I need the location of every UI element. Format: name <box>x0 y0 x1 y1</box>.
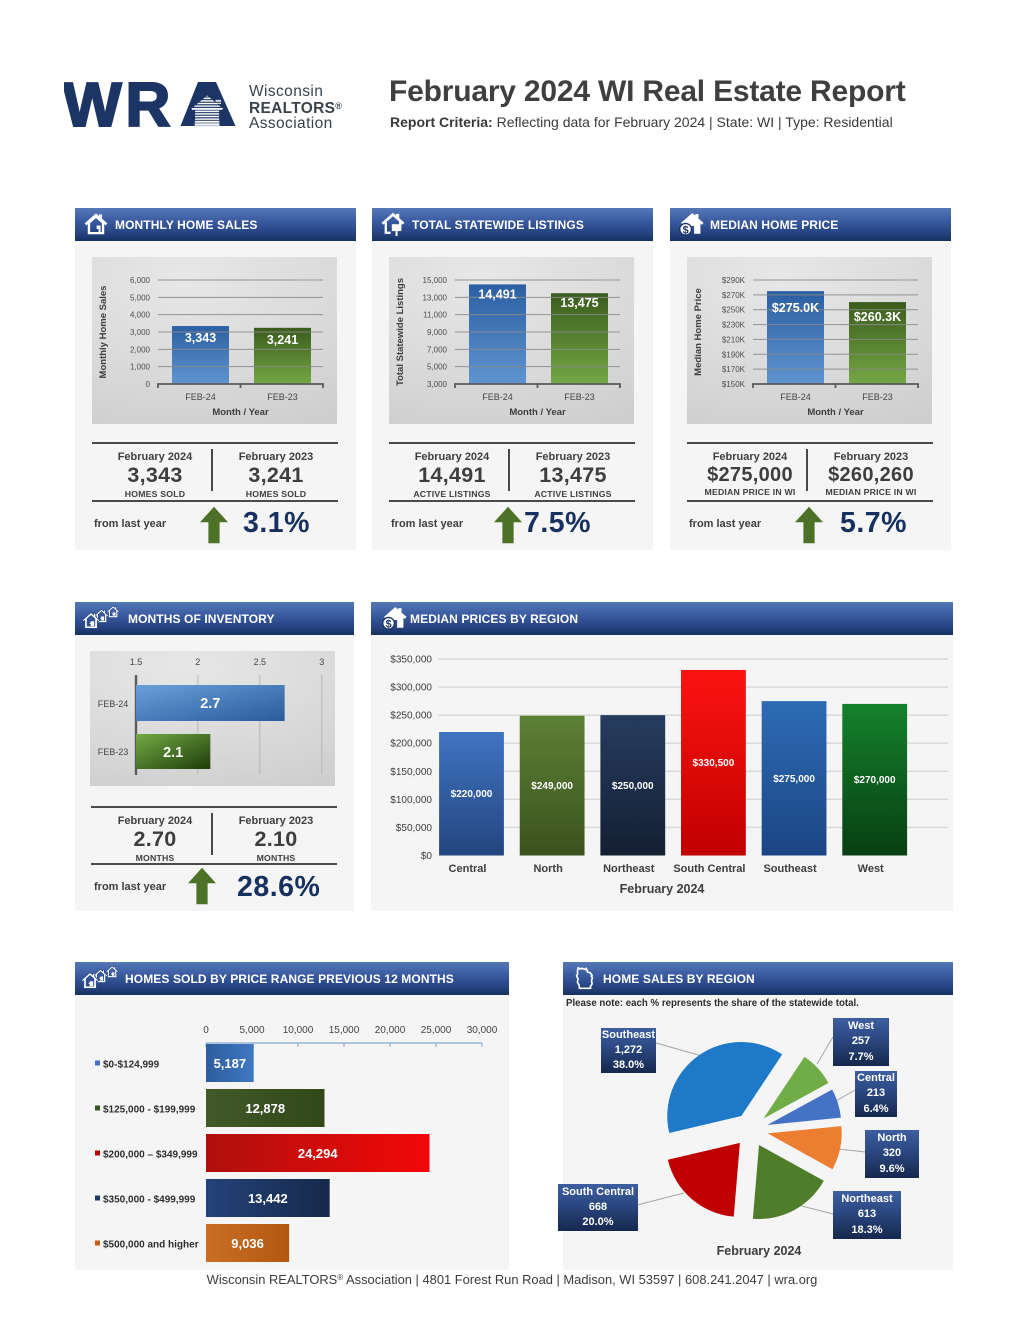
svg-text:$150K: $150K <box>722 380 746 389</box>
svg-text:3: 3 <box>319 657 324 667</box>
svg-text:$250K: $250K <box>722 306 746 315</box>
svg-text:25,000: 25,000 <box>421 1025 452 1036</box>
svg-text:1,000: 1,000 <box>130 363 151 372</box>
svg-text:15,000: 15,000 <box>423 276 448 285</box>
svg-text:FEB-23: FEB-23 <box>564 392 595 402</box>
svg-text:Central: Central <box>449 863 487 875</box>
svg-text:$170K: $170K <box>722 365 746 374</box>
svg-text:Median Home Price: Median Home Price <box>693 288 704 376</box>
svg-text:FEB-24: FEB-24 <box>780 392 811 402</box>
svg-text:FEB-23: FEB-23 <box>98 747 129 757</box>
svg-text:2.5: 2.5 <box>254 657 267 667</box>
svg-text:0: 0 <box>203 1025 209 1036</box>
svg-text:FEB-24: FEB-24 <box>185 392 216 402</box>
svg-text:Month / Year: Month / Year <box>807 407 864 418</box>
svg-text:9,036: 9,036 <box>231 1236 264 1251</box>
svg-text:WR: WR <box>64 82 174 127</box>
svg-text:2: 2 <box>195 657 200 667</box>
svg-text:Monthly Home Sales: Monthly Home Sales <box>98 286 109 379</box>
svg-text:2.1: 2.1 <box>163 745 183 761</box>
svg-text:$275.0K: $275.0K <box>772 301 819 315</box>
svg-text:6,000: 6,000 <box>130 276 151 285</box>
svg-text:$249,000: $249,000 <box>531 781 573 792</box>
svg-text:$125,000 - $199,999: $125,000 - $199,999 <box>103 1105 196 1116</box>
svg-text:$190K: $190K <box>722 350 746 359</box>
svg-text:FEB-24: FEB-24 <box>482 392 513 402</box>
svg-text:$330,500: $330,500 <box>693 758 735 769</box>
svg-text:South Central: South Central <box>673 863 745 875</box>
svg-text:$200,000 – $349,999: $200,000 – $349,999 <box>103 1150 198 1161</box>
svg-text:$270K: $270K <box>722 291 746 300</box>
svg-text:$200,000: $200,000 <box>390 739 432 750</box>
svg-text:West: West <box>858 863 884 875</box>
svg-text:12,878: 12,878 <box>245 1101 285 1116</box>
svg-text:1.5: 1.5 <box>130 657 143 667</box>
svg-text:20,000: 20,000 <box>375 1025 406 1036</box>
svg-text:Month / Year: Month / Year <box>509 407 566 418</box>
svg-text:5,000: 5,000 <box>239 1025 264 1036</box>
svg-text:13,442: 13,442 <box>248 1191 288 1206</box>
svg-text:0: 0 <box>146 380 151 389</box>
svg-text:$0: $0 <box>421 851 433 862</box>
svg-text:$500,000 and higher: $500,000 and higher <box>103 1240 199 1251</box>
svg-text:$150,000: $150,000 <box>390 767 432 778</box>
svg-text:3,241: 3,241 <box>267 333 298 347</box>
svg-text:$220,000: $220,000 <box>451 789 493 800</box>
svg-text:North: North <box>533 863 563 875</box>
svg-text:$260.3K: $260.3K <box>854 310 901 324</box>
svg-text:$100,000: $100,000 <box>390 795 432 806</box>
svg-text:$230K: $230K <box>722 321 746 330</box>
svg-text:$: $ <box>683 224 689 236</box>
svg-text:February 2024: February 2024 <box>620 882 705 896</box>
svg-text:7,000: 7,000 <box>427 345 448 354</box>
svg-text:30,000: 30,000 <box>467 1025 498 1036</box>
svg-text:10,000: 10,000 <box>283 1025 314 1036</box>
svg-text:FEB-23: FEB-23 <box>862 392 893 402</box>
svg-text:2,000: 2,000 <box>130 345 151 354</box>
svg-text:Total Statewide Listings: Total Statewide Listings <box>395 278 406 386</box>
svg-text:$0-$124,999: $0-$124,999 <box>103 1060 160 1071</box>
svg-text:$270,000: $270,000 <box>854 775 896 786</box>
svg-text:15,000: 15,000 <box>329 1025 360 1036</box>
svg-text:4,000: 4,000 <box>130 311 151 320</box>
svg-text:14,491: 14,491 <box>478 287 516 301</box>
svg-text:$50,000: $50,000 <box>396 823 433 834</box>
svg-text:2.7: 2.7 <box>200 696 220 712</box>
svg-text:$350,000 - $499,999: $350,000 - $499,999 <box>103 1195 196 1206</box>
svg-text:$290K: $290K <box>722 276 746 285</box>
svg-text:3,343: 3,343 <box>185 331 216 345</box>
svg-text:$: $ <box>386 618 392 630</box>
svg-text:FEB-24: FEB-24 <box>98 699 129 709</box>
svg-text:13,000: 13,000 <box>423 293 448 302</box>
svg-text:5,187: 5,187 <box>214 1056 247 1071</box>
svg-text:February 2024: February 2024 <box>717 1244 802 1258</box>
svg-text:13,475: 13,475 <box>560 296 598 310</box>
svg-text:$300,000: $300,000 <box>390 683 432 694</box>
svg-text:3,000: 3,000 <box>427 380 448 389</box>
svg-text:Month / Year: Month / Year <box>212 407 269 418</box>
svg-text:24,294: 24,294 <box>298 1146 339 1161</box>
svg-text:3,000: 3,000 <box>130 328 151 337</box>
svg-text:$250,000: $250,000 <box>390 711 432 722</box>
svg-text:$275,000: $275,000 <box>773 774 815 785</box>
svg-text:Northeast: Northeast <box>603 863 655 875</box>
svg-text:$250,000: $250,000 <box>612 781 654 792</box>
svg-text:5,000: 5,000 <box>427 363 448 372</box>
svg-text:$350,000: $350,000 <box>390 655 432 666</box>
svg-text:Southeast: Southeast <box>763 863 817 875</box>
svg-text:9,000: 9,000 <box>427 328 448 337</box>
svg-text:5,000: 5,000 <box>130 293 151 302</box>
svg-text:$210K: $210K <box>722 335 746 344</box>
svg-text:11,000: 11,000 <box>423 311 447 320</box>
svg-text:FEB-23: FEB-23 <box>267 392 298 402</box>
